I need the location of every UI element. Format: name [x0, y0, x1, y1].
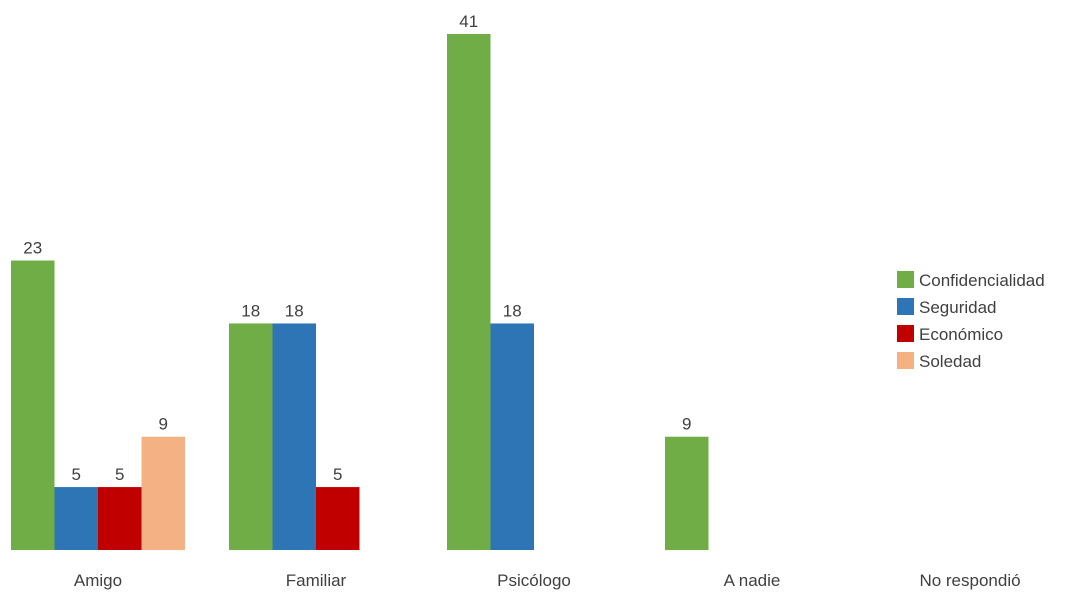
x-tick-label-no-respondio: No respondió [919, 571, 1020, 590]
data-label-familiar-economico: 5 [333, 465, 342, 484]
data-labels-layer: 23 5 5 9 18 18 5 41 18 9 [23, 12, 691, 484]
legend-item-economico: Económico [897, 325, 1003, 344]
data-label-amigo-economico: 5 [115, 465, 124, 484]
legend-swatch-confidencialidad [897, 271, 914, 288]
x-tick-label-amigo: Amigo [74, 571, 122, 590]
bar-a-nadie-confidencialidad [665, 436, 709, 550]
legend-label-soledad: Soledad [919, 352, 981, 371]
data-label-psicologo-confidencialidad: 41 [459, 12, 478, 31]
legend-label-confidencialidad: Confidencialidad [919, 271, 1045, 290]
bar-familiar-economico [316, 487, 360, 550]
data-label-amigo-confidencialidad: 23 [23, 239, 42, 258]
bar-familiar-confidencialidad [229, 323, 273, 550]
legend-swatch-economico [897, 325, 914, 342]
bar-amigo-confidencialidad [11, 260, 55, 550]
bar-amigo-seguridad [54, 487, 98, 550]
bar-amigo-economico [98, 487, 142, 550]
bar-psicologo-seguridad [490, 323, 534, 550]
bar-psicologo-confidencialidad [447, 34, 491, 550]
bars-layer [11, 34, 709, 550]
legend-swatch-soledad [897, 352, 914, 369]
data-label-familiar-seguridad: 18 [285, 301, 304, 320]
x-tick-label-a-nadie: A nadie [724, 571, 781, 590]
legend-item-confidencialidad: Confidencialidad [897, 271, 1045, 290]
legend-item-soledad: Soledad [897, 352, 981, 371]
data-label-familiar-confidencialidad: 18 [241, 301, 260, 320]
x-tick-label-familiar: Familiar [286, 571, 347, 590]
bar-familiar-seguridad [272, 323, 316, 550]
bar-amigo-soledad [141, 436, 185, 550]
legend: Confidencialidad Seguridad Económico Soleda… [897, 271, 1045, 371]
data-label-amigo-soledad: 9 [159, 415, 168, 434]
x-tick-label-psicologo: Psicólogo [497, 571, 571, 590]
x-axis: Amigo Familiar Psicólogo A nadie No respondi… [74, 571, 1021, 590]
legend-swatch-seguridad [897, 298, 914, 315]
data-label-amigo-seguridad: 5 [72, 465, 81, 484]
legend-item-seguridad: Seguridad [897, 298, 997, 317]
legend-label-economico: Económico [919, 325, 1003, 344]
data-label-psicologo-seguridad: 18 [503, 301, 522, 320]
data-label-a-nadie-confidencialidad: 9 [682, 415, 691, 434]
legend-label-seguridad: Seguridad [919, 298, 997, 317]
